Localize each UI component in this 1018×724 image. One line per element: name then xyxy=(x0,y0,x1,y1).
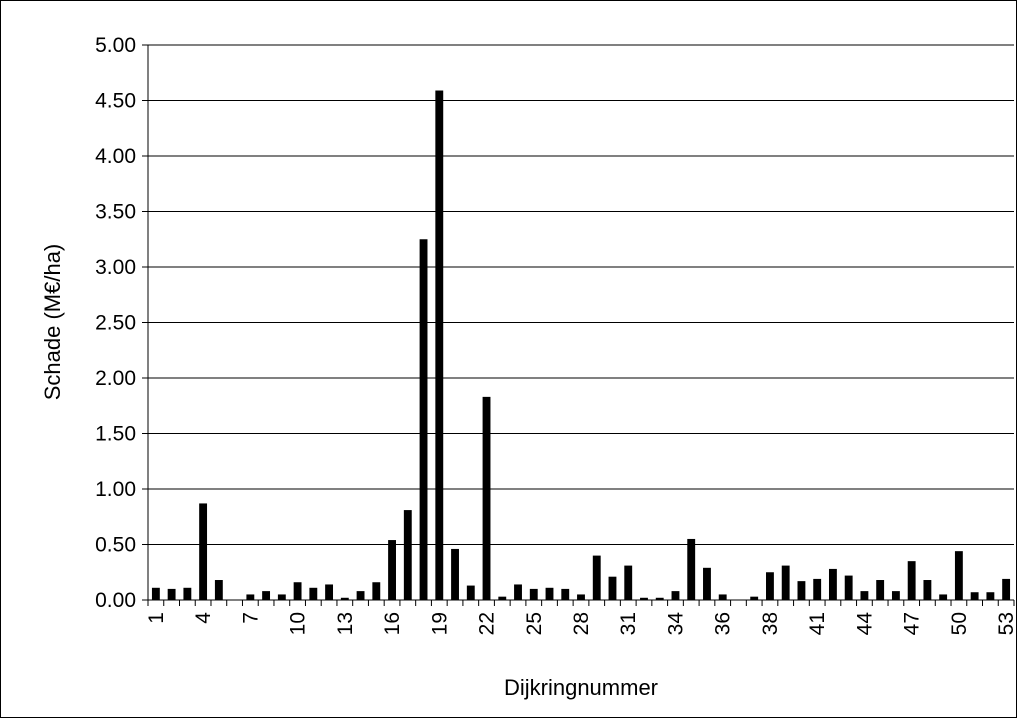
x-axis-title: Dijkringnummer xyxy=(504,675,658,700)
bar-24 xyxy=(514,584,522,600)
x-tick-label: 25 xyxy=(523,612,546,635)
bar-50 xyxy=(923,580,932,600)
bar-17 xyxy=(403,510,412,600)
y-tick-label: 0.00 xyxy=(95,589,136,612)
bar-18 xyxy=(419,239,428,600)
y-tick-label: 2.50 xyxy=(95,312,136,335)
x-tick-label: 31 xyxy=(617,612,640,635)
bar-13 xyxy=(340,597,349,600)
x-tick-label: 50 xyxy=(948,612,971,635)
x-tick-label: 4 xyxy=(192,612,215,624)
bar-40 xyxy=(766,572,774,600)
x-tick-label: 38 xyxy=(759,612,782,635)
y-tick-label: 1.50 xyxy=(95,423,136,446)
x-tick-label: 34 xyxy=(664,612,687,636)
bar-28 xyxy=(577,594,585,600)
x-tick-label: 44 xyxy=(853,612,876,636)
x-tick-label: 1 xyxy=(145,612,168,624)
bar-23 xyxy=(498,596,507,600)
bar-22 xyxy=(482,396,491,600)
y-axis-title: Schade (M€/ha) xyxy=(40,244,65,401)
bar-16 xyxy=(388,540,396,600)
bar-45 xyxy=(844,575,853,600)
y-tick-label: 1.00 xyxy=(95,478,136,501)
y-tick-label: 4.50 xyxy=(95,90,136,113)
bar-12 xyxy=(325,584,334,600)
bar-39 xyxy=(750,596,759,600)
x-tick-label: 10 xyxy=(287,612,310,635)
bar-3 xyxy=(183,587,192,600)
y-tick-label: 2.00 xyxy=(95,367,136,390)
bar-52 xyxy=(954,551,963,600)
bar-1 xyxy=(151,587,160,600)
x-tick-label: 36 xyxy=(712,612,735,635)
bar-25 xyxy=(529,588,538,600)
bar-48 xyxy=(891,591,900,600)
bar-14 xyxy=(356,591,365,600)
x-tick-label: 47 xyxy=(901,612,924,635)
x-tick-label: 13 xyxy=(334,612,357,635)
x-tick-label: 53 xyxy=(995,612,1018,635)
bar-44 xyxy=(828,568,837,600)
bar-34 xyxy=(671,591,680,600)
y-tick-label: 3.00 xyxy=(95,256,136,279)
x-tick-label: 28 xyxy=(570,612,593,635)
bar-37 xyxy=(718,594,727,600)
axes xyxy=(142,44,1015,606)
bar-7 xyxy=(246,594,255,600)
bar-10 xyxy=(293,582,302,600)
bar-41 xyxy=(781,565,790,600)
bar-2 xyxy=(167,588,176,600)
bar-4 xyxy=(199,503,208,600)
bar-11 xyxy=(309,587,318,600)
bar-29 xyxy=(592,555,601,600)
bar-undefined xyxy=(1002,578,1011,600)
bar-5 xyxy=(214,580,223,600)
y-tick-label: 5.00 xyxy=(95,34,136,57)
bar-31 xyxy=(624,565,633,600)
bar-27 xyxy=(561,588,570,600)
bar-43 xyxy=(813,578,822,600)
bar-51 xyxy=(939,594,948,600)
x-tick-label: 41 xyxy=(806,612,829,635)
bars xyxy=(151,90,1011,600)
bar-8 xyxy=(262,591,271,600)
bar-26 xyxy=(545,587,554,600)
bar-30 xyxy=(608,576,617,600)
y-tick-label: 4.00 xyxy=(95,145,136,168)
bar-35 xyxy=(687,538,696,600)
y-tick-label: 0.50 xyxy=(95,534,136,557)
bar-15 xyxy=(372,582,381,600)
bar-9 xyxy=(277,594,286,600)
x-tick-label: 19 xyxy=(428,612,451,635)
bar-33 xyxy=(655,597,664,600)
bar-undefined xyxy=(986,592,995,600)
bar-49 xyxy=(907,561,916,600)
bar-36 xyxy=(703,567,711,600)
x-tick-label: 22 xyxy=(476,612,499,635)
bar-47 xyxy=(876,580,885,600)
bar-32 xyxy=(640,597,648,600)
tick-labels: 0.00 0.50 1.00 1.50 2.00 2.50 3.00 3.50 4.00 4.50… xyxy=(95,34,1018,635)
bar-42 xyxy=(797,581,806,600)
bar-46 xyxy=(860,591,869,600)
y-tick-label: 3.50 xyxy=(95,201,136,224)
bar-53 xyxy=(970,592,979,600)
bar-19 xyxy=(435,90,444,600)
bar-21 xyxy=(466,585,475,600)
bar-20 xyxy=(451,548,459,600)
x-tick-label: 16 xyxy=(381,612,404,635)
x-tick-label: 7 xyxy=(239,612,262,624)
gridlines xyxy=(148,44,1014,545)
